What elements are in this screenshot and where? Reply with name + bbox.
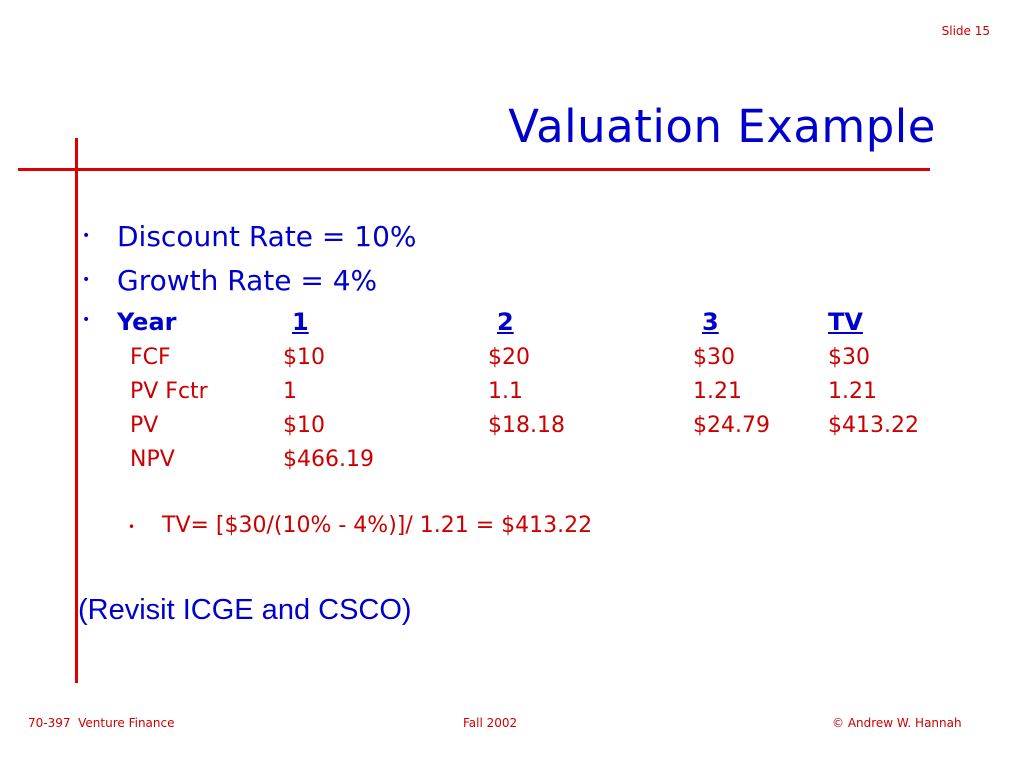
revisit-note: (Revisit ICGE and CSCO)	[78, 594, 412, 626]
table-cell: $413.22	[828, 413, 919, 438]
horizontal-rule	[18, 168, 930, 171]
table-cell: 1.21	[828, 379, 877, 404]
sub-bullet-dot-icon: •	[128, 520, 136, 534]
table-header-col-3: 3	[702, 308, 719, 336]
table-cell: 1	[283, 379, 297, 404]
table-cell: $10	[283, 413, 325, 438]
table-cell: 1.1	[488, 379, 523, 404]
table-cell: $30	[828, 345, 870, 370]
table-row-label: NPV	[130, 447, 175, 472]
footer-term: Fall 2002	[463, 716, 518, 730]
bullet-dot-icon: •	[82, 228, 91, 244]
bullet-growth-rate: Growth Rate = 4%	[117, 264, 378, 297]
table-header-col-2: 2	[497, 308, 514, 336]
footer-course: 70-397 Venture Finance	[28, 716, 175, 730]
footer-copyright: © Andrew W. Hannah	[832, 716, 962, 730]
table-header-col-tv: TV	[828, 308, 863, 336]
table-cell: $20	[488, 345, 530, 370]
table-header-col-1: 1	[292, 308, 309, 336]
bullet-discount-rate: Discount Rate = 10%	[117, 220, 417, 253]
slide-number: Slide 15	[941, 24, 990, 38]
table-cell: $24.79	[693, 413, 770, 438]
table-cell: $10	[283, 345, 325, 370]
slide-title: Valuation Example	[508, 100, 936, 153]
table-cell: 1.21	[693, 379, 742, 404]
table-row-label: PV	[130, 413, 159, 438]
table-cell: $30	[693, 345, 735, 370]
table-row-label: PV Fctr	[130, 379, 208, 404]
table-row-label: FCF	[130, 345, 171, 370]
table-header-year: Year	[117, 308, 177, 336]
bullet-dot-icon: •	[82, 312, 91, 328]
table-cell: $466.19	[283, 447, 374, 472]
bullet-dot-icon: •	[82, 272, 91, 288]
vertical-rule	[75, 138, 78, 683]
sub-bullet-tv-formula: TV= [$30/(10% - 4%)]/ 1.21 = $413.22	[162, 513, 593, 538]
table-cell: $18.18	[488, 413, 565, 438]
